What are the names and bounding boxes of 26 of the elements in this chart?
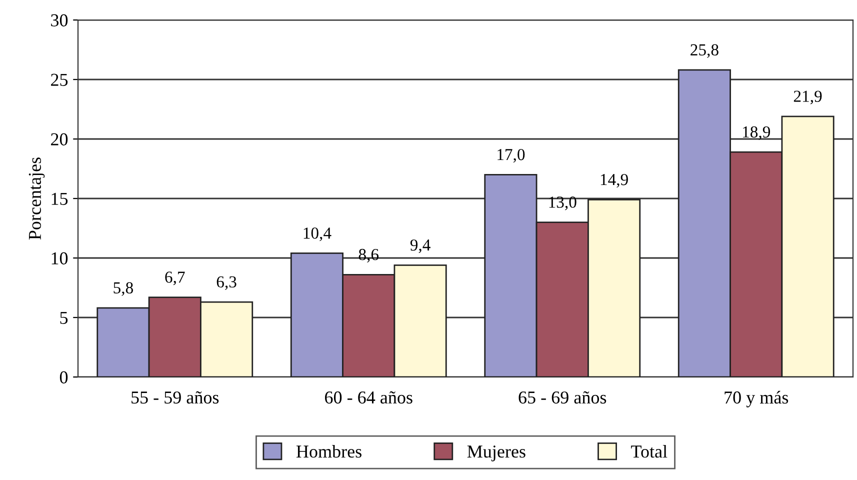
y-axis-title: Porcentajes <box>28 158 45 240</box>
data-label: 6,7 <box>165 272 185 286</box>
legend-label: Mujeres <box>467 446 526 462</box>
data-label: 21,9 <box>794 90 822 104</box>
data-label: 6,3 <box>216 276 236 290</box>
y-tick-label: 30 <box>51 14 68 26</box>
data-label: 14,9 <box>600 174 628 188</box>
y-tick-label: 15 <box>52 192 68 205</box>
x-tick-label: 55 - 59 años <box>132 391 219 404</box>
data-label: 13,0 <box>549 196 576 210</box>
data-label: 9,4 <box>410 239 430 254</box>
y-tick-label: 20 <box>51 133 68 146</box>
x-tick-label: 70 y más <box>724 390 788 408</box>
legend-label: Total <box>631 444 668 458</box>
y-tick-label: 10 <box>52 252 68 264</box>
data-label: 17,0 <box>498 148 525 163</box>
y-tick-label: 0 <box>60 371 68 384</box>
data-label: 5,8 <box>114 282 133 296</box>
data-label: 18,9 <box>743 126 770 140</box>
data-label: 25,8 <box>690 44 718 58</box>
x-tick-label: 65 - 69 años <box>518 391 606 404</box>
data-label: 10,4 <box>304 227 332 242</box>
y-tick-label: 5 <box>60 312 68 324</box>
legend-label: Hombres <box>296 444 362 458</box>
x-tick-label: 60 - 64 años <box>325 391 412 404</box>
y-tick-label: 25 <box>51 74 68 86</box>
